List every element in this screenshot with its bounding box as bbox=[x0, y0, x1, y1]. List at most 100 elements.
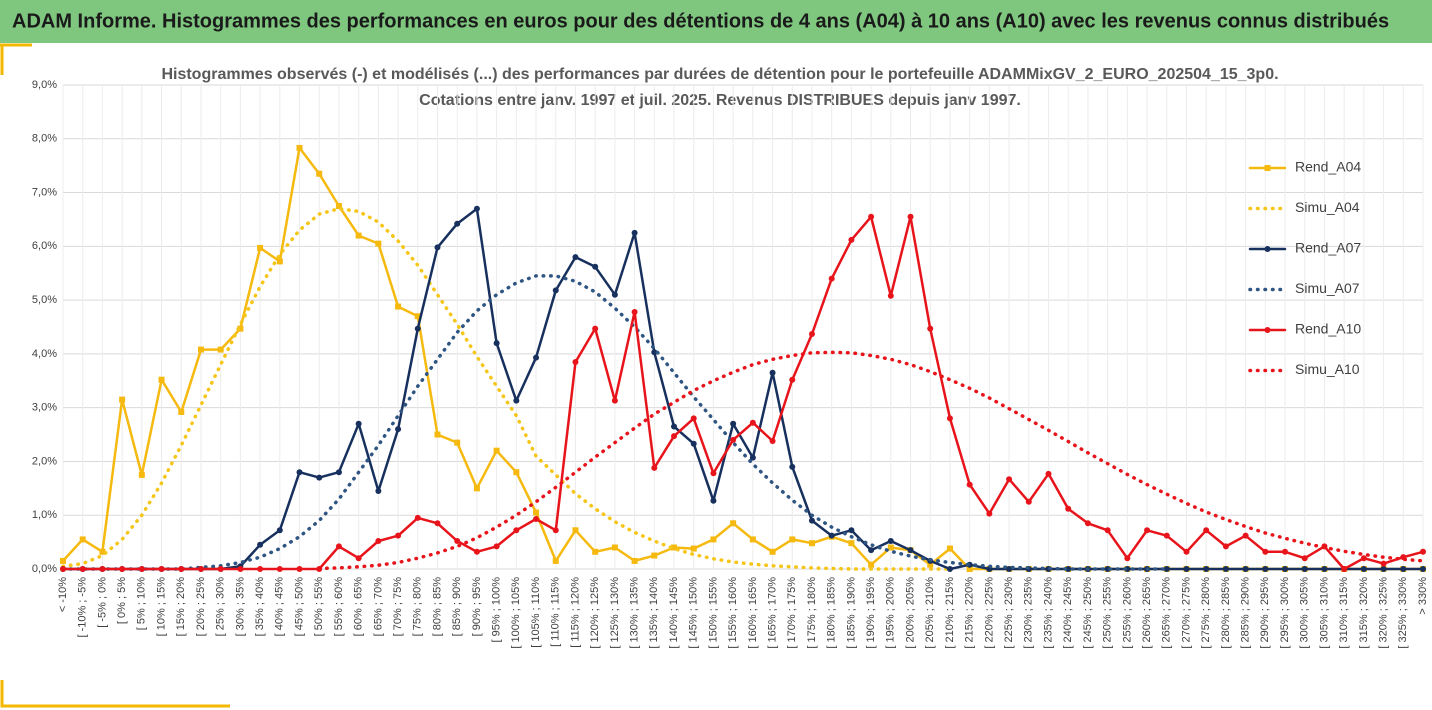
x-tick-label: [ 245% ; 250% bbox=[1082, 577, 1094, 649]
point-marker bbox=[868, 561, 875, 568]
point-marker bbox=[1045, 470, 1052, 477]
point-marker bbox=[316, 170, 323, 177]
point-marker bbox=[414, 313, 421, 320]
x-tick-label: [ 200% ; 205% bbox=[904, 577, 916, 649]
point-marker bbox=[552, 527, 559, 534]
point-marker bbox=[946, 415, 953, 422]
x-tick-label: [ 10% ; 15% bbox=[155, 577, 167, 637]
point-marker bbox=[533, 515, 540, 522]
x-tick-label: [ 80% ; 85% bbox=[431, 577, 443, 637]
x-tick-label: > 330% bbox=[1417, 577, 1429, 615]
corner-accent bbox=[0, 680, 230, 708]
x-tick-label: [ 300% ; 305% bbox=[1299, 577, 1311, 649]
x-tick-label: [ 320% ; 325% bbox=[1377, 577, 1389, 649]
x-tick-label: [ 220% ; 225% bbox=[983, 577, 995, 649]
point-marker bbox=[276, 566, 283, 572]
x-tick-label: [ 255% ; 260% bbox=[1121, 577, 1133, 649]
point-marker bbox=[1065, 566, 1072, 572]
y-tick-label: 1,0% bbox=[32, 509, 57, 521]
x-tick-label: [ 100% ; 105% bbox=[510, 577, 522, 649]
point-marker bbox=[986, 510, 993, 517]
point-marker bbox=[99, 548, 106, 555]
x-tick-label: [ 60% ; 65% bbox=[353, 577, 365, 637]
point-marker bbox=[473, 205, 480, 212]
legend-label: Rend_A04 bbox=[1295, 159, 1361, 175]
x-tick-label: [ 160% ; 165% bbox=[747, 577, 759, 649]
point-marker bbox=[868, 213, 875, 220]
point-marker bbox=[138, 471, 145, 478]
point-marker bbox=[493, 543, 500, 550]
x-tick-label: [ 325% ; 330% bbox=[1397, 577, 1409, 649]
point-marker bbox=[1104, 527, 1111, 534]
x-tick-label: [ 165% ; 170% bbox=[766, 577, 778, 649]
point-marker bbox=[454, 220, 461, 227]
point-marker bbox=[611, 544, 618, 551]
point-marker bbox=[533, 509, 540, 516]
point-marker bbox=[749, 419, 756, 426]
x-tick-label: [ 75% ; 80% bbox=[412, 577, 424, 637]
point-marker bbox=[335, 469, 342, 476]
y-tick-label: 5,0% bbox=[32, 294, 57, 306]
point-marker bbox=[1163, 566, 1170, 572]
point-marker bbox=[710, 497, 717, 504]
legend-label: Rend_A07 bbox=[1295, 240, 1361, 256]
point-marker bbox=[1025, 498, 1032, 505]
point-marker bbox=[1183, 548, 1190, 555]
point-marker bbox=[1420, 566, 1426, 572]
x-tick-label: [ 285% ; 290% bbox=[1240, 577, 1252, 649]
point-marker bbox=[237, 325, 244, 332]
x-tick-label: [ 235% ; 240% bbox=[1042, 577, 1054, 649]
series-line bbox=[61, 215, 1425, 571]
x-tick-label: [ 225% ; 230% bbox=[1003, 577, 1015, 649]
x-tick-label: [ 305% ; 310% bbox=[1318, 577, 1330, 649]
x-tick-label: [ 215% ; 220% bbox=[964, 577, 976, 649]
series-line bbox=[61, 206, 952, 571]
point-marker bbox=[375, 538, 382, 545]
x-tick-label: [ 130% ; 135% bbox=[629, 577, 641, 649]
point-marker bbox=[434, 520, 441, 527]
x-tick-label: [ 230% ; 235% bbox=[1023, 577, 1035, 649]
x-tick-label: [ 90% ; 95% bbox=[471, 577, 483, 637]
x-tick-label: [ 240% ; 245% bbox=[1062, 577, 1074, 649]
point-marker bbox=[848, 540, 855, 547]
point-marker bbox=[1380, 566, 1387, 572]
chart-subtitle: Cotations entre janv. 1997 et juil. 2025… bbox=[419, 92, 1021, 109]
x-tick-label: [ 260% ; 265% bbox=[1141, 577, 1153, 649]
x-tick-label: [ 110% ; 115% bbox=[550, 577, 562, 647]
point-marker bbox=[828, 275, 835, 282]
point-marker bbox=[1400, 566, 1407, 572]
point-marker bbox=[296, 566, 303, 572]
point-marker bbox=[119, 566, 126, 572]
y-tick-label: 4,0% bbox=[32, 348, 57, 360]
point-marker bbox=[1203, 527, 1210, 534]
x-tick-label: [ 315% ; 320% bbox=[1358, 577, 1370, 649]
y-tick-label: 3,0% bbox=[32, 402, 57, 414]
point-marker bbox=[138, 566, 145, 572]
point-marker bbox=[946, 545, 953, 552]
point-marker bbox=[1163, 532, 1170, 539]
point-marker bbox=[848, 236, 855, 243]
point-marker bbox=[395, 532, 402, 539]
point-marker bbox=[730, 436, 737, 443]
point-marker bbox=[907, 547, 914, 554]
point-marker bbox=[651, 349, 658, 356]
x-tick-label: [ 115% ; 120% bbox=[569, 577, 581, 648]
x-tick-label: [ 25% ; 30% bbox=[215, 577, 227, 637]
point-marker bbox=[592, 263, 599, 270]
point-marker bbox=[1242, 566, 1249, 572]
y-tick-label: 9,0% bbox=[32, 79, 57, 91]
x-tick-label: [ 50% ; 55% bbox=[313, 577, 325, 637]
point-marker bbox=[79, 566, 86, 572]
point-marker bbox=[1321, 566, 1328, 572]
point-marker bbox=[434, 244, 441, 251]
x-tick-label: [ 145% ; 150% bbox=[688, 577, 700, 649]
point-marker bbox=[335, 543, 342, 550]
point-marker bbox=[690, 415, 697, 422]
point-marker bbox=[907, 213, 914, 220]
point-marker bbox=[651, 552, 658, 559]
x-tick-label: [ 70% ; 75% bbox=[392, 577, 404, 637]
x-tick-label: [ 170% ; 175% bbox=[786, 577, 798, 649]
point-marker bbox=[158, 566, 165, 572]
point-marker bbox=[848, 527, 855, 534]
y-tick-label: 8,0% bbox=[32, 133, 57, 145]
